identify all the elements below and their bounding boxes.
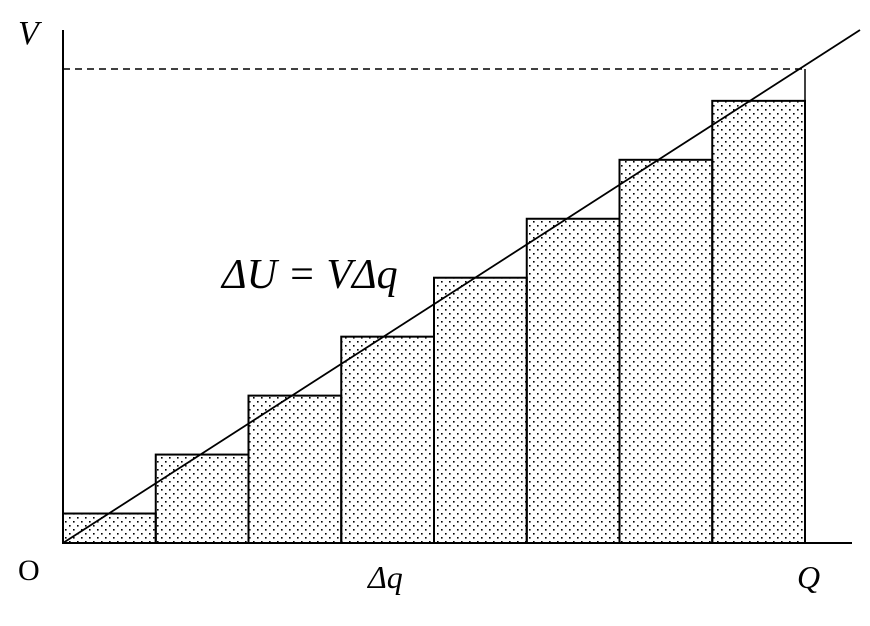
- v-q-line: [62, 29, 861, 544]
- equation-label: ΔU = VΔq: [220, 252, 398, 298]
- y-axis-label: V: [18, 15, 43, 52]
- step-bar: [62, 512, 157, 545]
- step-bar: [525, 217, 621, 545]
- delta-q-label: Δq: [366, 559, 403, 595]
- step-bars: [62, 99, 806, 545]
- step-bar: [711, 99, 806, 545]
- step-bar: [247, 394, 343, 544]
- step-bar: [340, 335, 435, 544]
- q-label: Q: [797, 559, 820, 595]
- step-bar: [433, 276, 528, 544]
- origin-label: O: [18, 554, 40, 587]
- step-bar: [154, 453, 250, 544]
- step-bar: [618, 158, 714, 544]
